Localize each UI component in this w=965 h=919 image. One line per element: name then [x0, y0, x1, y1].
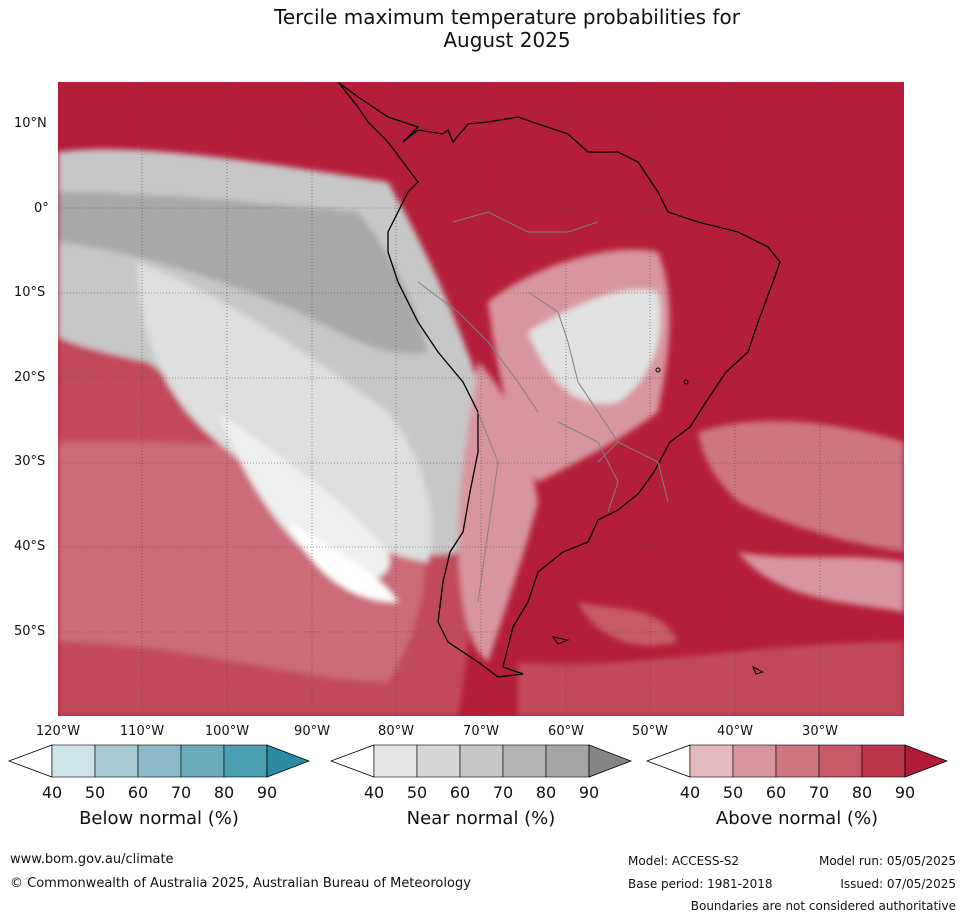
cbar-near-tick: 60 [449, 783, 471, 802]
cbar-near-tick: 80 [535, 783, 557, 802]
cbar-above-tick: 40 [679, 783, 701, 802]
lon-label-60w: 60°W [548, 724, 584, 739]
cbar-below-seg-5 [223, 744, 268, 778]
cbar-above-tick: 80 [851, 783, 873, 802]
cbar-above-high-triangle [904, 744, 948, 778]
colorbar-near [330, 744, 632, 778]
model-text: Model: ACCESS-S2 [628, 854, 740, 868]
cbar-below-low-triangle [8, 744, 53, 778]
disclaimer-text: Boundaries are not considered authoritat… [690, 899, 956, 913]
cbar-above-tick: 50 [722, 783, 744, 802]
lon-label-110w: 110°W [119, 724, 165, 739]
probability-map [58, 82, 904, 716]
cbar-near-seg-4 [502, 744, 547, 778]
lon-label-120w: 120°W [35, 724, 81, 739]
copyright-text: © Commonwealth of Australia 2025, Austra… [10, 876, 471, 891]
lon-label-80w: 80°W [378, 724, 414, 739]
cbar-near-tick: 70 [492, 783, 514, 802]
cbar-near-high-triangle [588, 744, 632, 778]
coastline [337, 82, 781, 678]
cbar-below-tick: 90 [256, 783, 278, 802]
website-link[interactable]: www.bom.gov.au/climate [10, 852, 174, 867]
country-borders [417, 211, 669, 603]
lon-label-30w: 30°W [802, 724, 838, 739]
title-line-2: August 2025 [443, 28, 571, 52]
cbar-above-seg-1 [689, 744, 734, 778]
cbar-below-seg-1 [51, 744, 96, 778]
cbar-above-tick: 70 [808, 783, 830, 802]
cbar-below-high-triangle [266, 744, 310, 778]
colorbar-above-title: Above normal (%) [715, 808, 879, 829]
colorbar-above [646, 744, 948, 778]
colorbar-near-title: Near normal (%) [406, 808, 556, 829]
base-period-text: Base period: 1981-2018 [628, 877, 773, 891]
lon-label-40w: 40°W [717, 724, 753, 739]
lat-label-10n: 10°N [14, 116, 47, 131]
cbar-above-tick: 60 [765, 783, 787, 802]
lat-label-50s: 50°S [14, 624, 46, 639]
lon-label-100w: 100°W [204, 724, 250, 739]
cbar-near-tick: 40 [363, 783, 385, 802]
cbar-below-tick: 50 [84, 783, 106, 802]
map-title: Tercile maximum temperature probabilitie… [0, 6, 965, 52]
cbar-near-tick: 90 [578, 783, 600, 802]
colorbar-below [8, 744, 310, 778]
lat-label-20s: 20°S [14, 370, 46, 385]
lat-label-10s: 10°S [14, 285, 46, 300]
cbar-above-seg-3 [775, 744, 820, 778]
cbar-near-seg-5 [545, 744, 590, 778]
lon-label-70w: 70°W [463, 724, 499, 739]
cbar-near-seg-2 [416, 744, 461, 778]
issued-text: Issued: 07/05/2025 [840, 877, 956, 891]
cbar-below-tick: 70 [170, 783, 192, 802]
lat-label-30s: 30°S [14, 454, 46, 469]
cbar-below-seg-4 [180, 744, 225, 778]
cbar-near-low-triangle [330, 744, 375, 778]
cbar-near-tick: 50 [406, 783, 428, 802]
cbar-below-seg-2 [94, 744, 139, 778]
cbar-below-seg-3 [137, 744, 182, 778]
cbar-above-tick: 90 [894, 783, 916, 802]
lat-label-0: 0° [34, 201, 49, 216]
cbar-below-tick: 60 [127, 783, 149, 802]
cbar-above-seg-2 [732, 744, 777, 778]
map-svg [58, 82, 904, 716]
probability-fields [58, 149, 904, 716]
cbar-above-seg-4 [818, 744, 863, 778]
graticule [58, 82, 904, 716]
title-line-1: Tercile maximum temperature probabilitie… [274, 5, 740, 29]
islands [551, 367, 765, 675]
model-run-text: Model run: 05/05/2025 [818, 854, 956, 868]
cbar-near-seg-1 [373, 744, 418, 778]
lon-label-90w: 90°W [294, 724, 330, 739]
cbar-above-seg-5 [861, 744, 906, 778]
colorbar-below-title: Below normal (%) [79, 808, 239, 829]
cbar-above-low-triangle [646, 744, 691, 778]
cbar-near-seg-3 [459, 744, 504, 778]
lat-label-40s: 40°S [14, 539, 46, 554]
lon-label-50w: 50°W [632, 724, 668, 739]
cbar-below-tick: 80 [213, 783, 235, 802]
cbar-below-tick: 40 [41, 783, 63, 802]
